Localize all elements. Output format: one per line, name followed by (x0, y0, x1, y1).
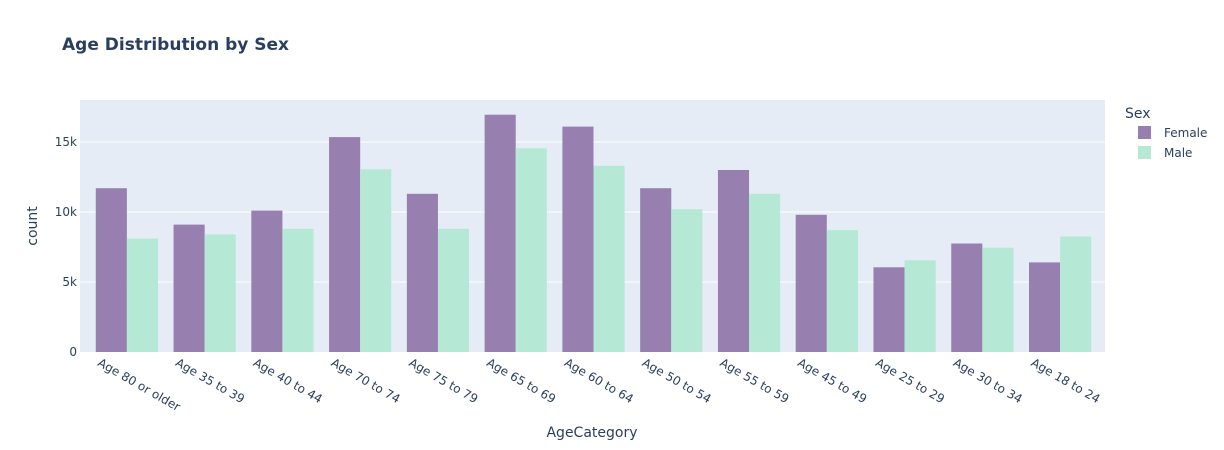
bar-male[interactable] (749, 193, 781, 352)
y-tick-label: 10k (55, 205, 77, 219)
bar-male[interactable] (982, 247, 1014, 352)
bar-female[interactable] (562, 126, 594, 352)
bar-female[interactable] (951, 243, 983, 353)
legend-label-female[interactable]: Female (1164, 126, 1207, 140)
bar-male[interactable] (204, 234, 236, 352)
y-tick-label: 0 (69, 345, 77, 359)
legend-swatch-male[interactable] (1138, 146, 1151, 159)
bar-male[interactable] (671, 209, 703, 352)
x-tick-label: Age 60 to 64 (562, 355, 636, 406)
legend-swatch-female[interactable] (1138, 126, 1151, 139)
bar-female[interactable] (717, 170, 750, 352)
legend-title: Sex (1125, 106, 1151, 122)
y-axis-title: count (25, 206, 41, 246)
bar-male[interactable] (593, 165, 625, 352)
bar-female[interactable] (406, 193, 438, 352)
bar-female[interactable] (1029, 262, 1061, 352)
bar-female[interactable] (329, 137, 361, 352)
x-tick-label: Age 80 or older (95, 355, 182, 414)
bar-male[interactable] (826, 230, 858, 352)
y-tick-label: 5k (62, 275, 77, 289)
x-tick-label: Age 70 to 74 (329, 355, 403, 406)
x-tick-label: Age 30 to 34 (951, 355, 1025, 406)
bar-female[interactable] (640, 188, 672, 352)
x-tick-label: Age 35 to 39 (173, 355, 247, 406)
x-tick-label: Age 18 to 24 (1029, 355, 1103, 406)
bar-female[interactable] (873, 267, 905, 352)
x-tick-label: Age 65 to 69 (484, 355, 558, 406)
x-tick-label: Age 45 to 49 (795, 355, 869, 406)
x-tick-label: Age 75 to 79 (406, 355, 480, 406)
legend-label-male[interactable]: Male (1164, 146, 1192, 160)
x-tick-label: Age 25 to 29 (873, 355, 947, 406)
x-axis-title: AgeCategory (546, 425, 637, 441)
bar-male[interactable] (904, 260, 936, 352)
legend: Sex Female Male (1125, 106, 1207, 160)
bar-male[interactable] (126, 238, 158, 352)
bar-male[interactable] (360, 169, 392, 352)
bar-female[interactable] (251, 210, 283, 352)
bar-female[interactable] (95, 188, 127, 352)
bar-male[interactable] (282, 228, 314, 352)
bar-male[interactable] (437, 228, 470, 352)
bar-female[interactable] (173, 224, 205, 352)
bar-female[interactable] (484, 114, 516, 352)
x-tick-label: Age 55 to 59 (718, 355, 792, 406)
chart-title: Age Distribution by Sex (62, 35, 289, 55)
bar-male[interactable] (515, 148, 547, 352)
bar-female[interactable] (795, 214, 827, 352)
y-tick-label: 15k (55, 135, 77, 149)
x-tick-label: Age 40 to 44 (251, 355, 325, 406)
x-tick-label: Age 50 to 54 (640, 355, 714, 406)
bar-male[interactable] (1060, 236, 1092, 353)
